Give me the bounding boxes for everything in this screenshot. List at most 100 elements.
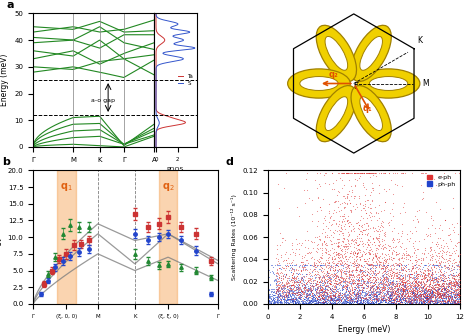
ph-ph: [400, 295, 408, 301]
ph-ph: [292, 270, 300, 276]
ph-ph: [311, 298, 319, 303]
ph-ph: [314, 300, 321, 306]
ph-ph: [414, 278, 421, 284]
e-ph: [327, 278, 335, 284]
ph-ph: [271, 299, 279, 304]
e-ph: [326, 237, 333, 242]
e-ph: [275, 287, 283, 293]
e-ph: [289, 282, 296, 288]
ph-ph: [412, 296, 420, 301]
ph-ph: [438, 294, 445, 299]
e-ph: [273, 282, 281, 287]
ph-ph: [318, 300, 326, 305]
e-ph: [300, 187, 308, 193]
e-ph: [343, 266, 350, 271]
e-ph: [351, 170, 358, 175]
e-ph: [346, 279, 354, 284]
e-ph: [420, 277, 428, 282]
e-ph: [429, 289, 437, 295]
e-ph: [365, 249, 373, 255]
ph-ph: [360, 295, 367, 300]
e-ph: [372, 290, 379, 296]
ph-ph: [325, 298, 332, 303]
ph-ph: [346, 300, 353, 306]
ph-ph: [292, 297, 300, 302]
e-ph: [441, 299, 448, 305]
ph-ph: [448, 295, 456, 301]
e-ph: [397, 261, 404, 266]
ph-ph: [264, 298, 272, 303]
e-ph: [375, 203, 383, 208]
e-ph: [410, 287, 417, 293]
ph-ph: [376, 291, 383, 297]
e-ph: [308, 238, 315, 243]
ph-ph: [311, 293, 319, 298]
ph-ph: [334, 294, 342, 299]
ph-ph: [342, 300, 350, 306]
e-ph: [437, 288, 444, 294]
e-ph: [373, 260, 381, 266]
ph-ph: [383, 288, 391, 293]
e-ph: [444, 248, 451, 254]
e-ph: [455, 231, 462, 237]
e-ph: [408, 297, 416, 303]
e-ph: [448, 295, 456, 301]
ph-ph: [312, 282, 319, 287]
e-ph: [446, 284, 453, 289]
ph-ph: [383, 291, 390, 296]
e-ph: [291, 299, 298, 304]
e-ph: [379, 259, 386, 264]
ph-ph: [392, 289, 400, 294]
e-ph: [398, 240, 406, 246]
ph-ph: [391, 283, 399, 289]
e-ph: [361, 203, 369, 208]
ph-ph: [447, 299, 455, 304]
ph-ph: [419, 284, 427, 290]
ph-ph: [278, 266, 285, 271]
ph-ph: [328, 300, 335, 305]
e-ph: [444, 298, 452, 303]
e-ph: [410, 270, 418, 276]
ph-ph: [308, 297, 316, 302]
e-ph: [298, 265, 306, 270]
e-ph: [388, 280, 395, 286]
ph-ph: [324, 272, 331, 278]
e-ph: [393, 276, 401, 281]
ph-ph: [359, 264, 367, 269]
e-ph: [439, 237, 447, 242]
e-ph: [329, 292, 337, 298]
e-ph: [327, 294, 334, 300]
ph-ph: [430, 299, 438, 304]
Ta: [160, 35, 166, 39]
e-ph: [420, 295, 428, 300]
ph-ph: [370, 292, 378, 297]
e-ph: [328, 259, 336, 265]
e-ph: [326, 293, 333, 298]
e-ph: [331, 267, 339, 272]
ph-ph: [434, 300, 441, 305]
e-ph: [451, 284, 458, 289]
e-ph: [323, 259, 331, 265]
ph-ph: [412, 293, 419, 298]
e-ph: [440, 285, 448, 290]
e-ph: [404, 292, 411, 298]
ph-ph: [421, 287, 429, 292]
ph-ph: [317, 288, 325, 293]
e-ph: [349, 282, 357, 287]
ph-ph: [356, 287, 363, 293]
ph-ph: [373, 296, 380, 301]
ph-ph: [311, 283, 319, 288]
ph-ph: [333, 269, 341, 275]
e-ph: [310, 278, 317, 284]
ph-ph: [431, 262, 439, 268]
ph-ph: [369, 288, 377, 294]
e-ph: [399, 276, 406, 281]
e-ph: [380, 244, 388, 250]
ph-ph: [347, 297, 355, 302]
ph-ph: [395, 262, 403, 268]
ph-ph: [309, 295, 317, 300]
e-ph: [445, 298, 453, 304]
e-ph: [295, 282, 303, 288]
ph-ph: [371, 262, 379, 268]
e-ph: [313, 279, 320, 284]
